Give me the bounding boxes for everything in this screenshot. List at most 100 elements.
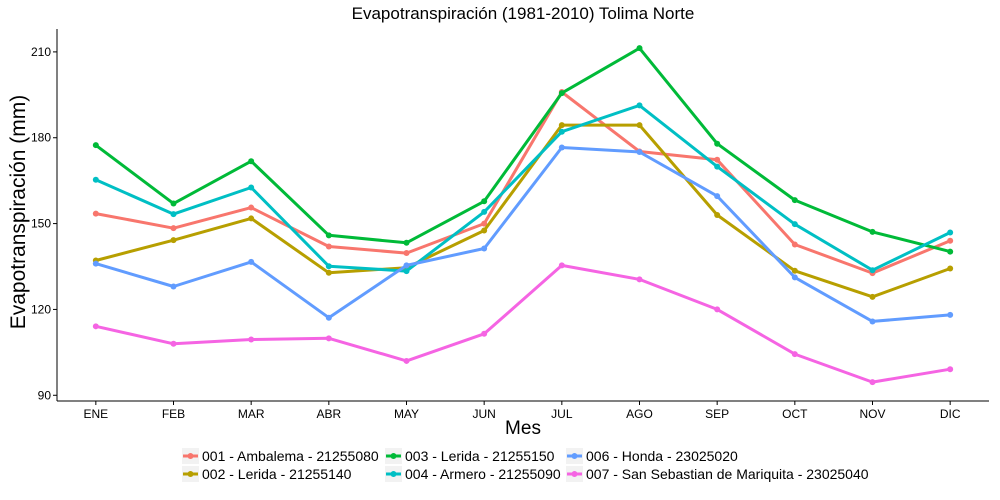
data-point [403,357,410,364]
series-line [94,123,952,299]
data-point [481,245,488,252]
data-point [325,263,332,270]
y-axis-title: Evapotranspiración (mm) [7,95,30,330]
data-point [947,366,954,373]
data-point [947,248,954,255]
plot-frame [56,29,989,402]
data-point [714,306,721,313]
legend-item-4: 004 - Armero - 21255090 [385,466,561,482]
data-point [791,351,798,358]
data-point [791,274,798,281]
x-tick-label: MAR [238,407,265,421]
x-tick-label: ENE [83,407,108,421]
legend-label: 002 - Lerida - 21255140 [202,466,352,482]
data-point [481,198,488,205]
data-point [714,163,721,170]
data-point [714,156,721,163]
series-line [94,103,952,273]
series-layer [92,45,954,386]
data-point [481,208,488,215]
y-tick-label: 180 [31,131,51,145]
data-point [558,262,565,269]
data-point [947,265,954,272]
y-tick-label: 210 [31,45,51,59]
data-point [92,176,99,183]
data-point [481,330,488,337]
chart-title: Evapotranspiración (1981-2010) Tolima No… [352,4,695,23]
x-tick-label: OCT [782,407,808,421]
data-point [869,318,876,325]
data-point [947,229,954,236]
data-point [714,212,721,218]
series-line [94,90,952,275]
data-point [947,237,954,244]
x-tick-label: JUN [472,407,495,421]
data-point [325,269,332,276]
data-point [636,102,643,109]
legend-key-point [571,453,578,459]
data-point [325,232,332,239]
data-point [248,215,255,222]
data-point [558,128,565,135]
data-point [403,262,410,269]
data-point [636,122,643,129]
data-point [325,243,332,250]
data-point [481,227,488,234]
data-point [248,336,255,343]
legend-key-point [187,453,194,459]
legend-label: 006 - Honda - 23025020 [586,448,738,464]
legend-item-5: 006 - Honda - 23025020 [566,448,738,464]
data-point [869,267,876,274]
x-tick-label: NOV [859,407,885,421]
legend-item-3: 003 - Lerida - 21255150 [385,448,555,464]
series-6 [92,262,954,386]
data-point [947,311,954,318]
y-tick-label: 120 [31,302,51,316]
data-point [791,221,798,228]
legend-label: 001 - Ambalema - 21255080 [202,448,379,464]
y-axis: 90 120 150 180 210 [31,45,57,402]
legend-label: 004 - Armero - 21255090 [405,466,561,482]
series-line [94,146,952,323]
data-point [714,193,721,200]
data-point [92,142,99,149]
x-tick-label: SEP [705,407,729,421]
x-tick-label: FEB [162,407,185,421]
x-tick-label: AGO [626,407,653,421]
legend-key-point [390,453,397,459]
legend-label: 003 - Lerida - 21255150 [405,448,555,464]
data-point [248,184,255,191]
data-point [791,267,798,274]
series-2 [92,122,954,300]
data-point [248,158,255,165]
data-point [636,276,643,283]
data-point [248,204,255,211]
data-point [481,220,488,227]
data-point [92,323,99,330]
series-3 [92,45,954,255]
data-point [170,340,177,347]
series-5 [92,144,954,325]
data-point [869,293,876,300]
data-point [403,250,410,257]
series-line [94,263,952,384]
data-point [636,149,643,156]
data-point [92,260,99,267]
series-line [94,46,952,254]
series-4 [92,102,954,275]
legend-key-point [571,471,578,477]
data-point [325,335,332,342]
data-point [403,239,410,246]
data-point [869,228,876,235]
legend-item-6: 007 - San Sebastian de Mariquita - 23025… [566,466,869,482]
data-point [558,144,565,151]
x-axis: ENE FEB MAR ABR MAY JUN JUL AGO SEP OCT NOV DIC [83,401,961,421]
data-point [325,314,332,321]
legend-item-2: 002 - Lerida - 21255140 [182,466,352,482]
x-tick-label: MAY [394,407,419,421]
x-tick-label: ABR [316,407,341,421]
data-point [170,200,177,207]
data-point [92,210,99,217]
data-point [170,225,177,232]
data-point [558,122,565,129]
